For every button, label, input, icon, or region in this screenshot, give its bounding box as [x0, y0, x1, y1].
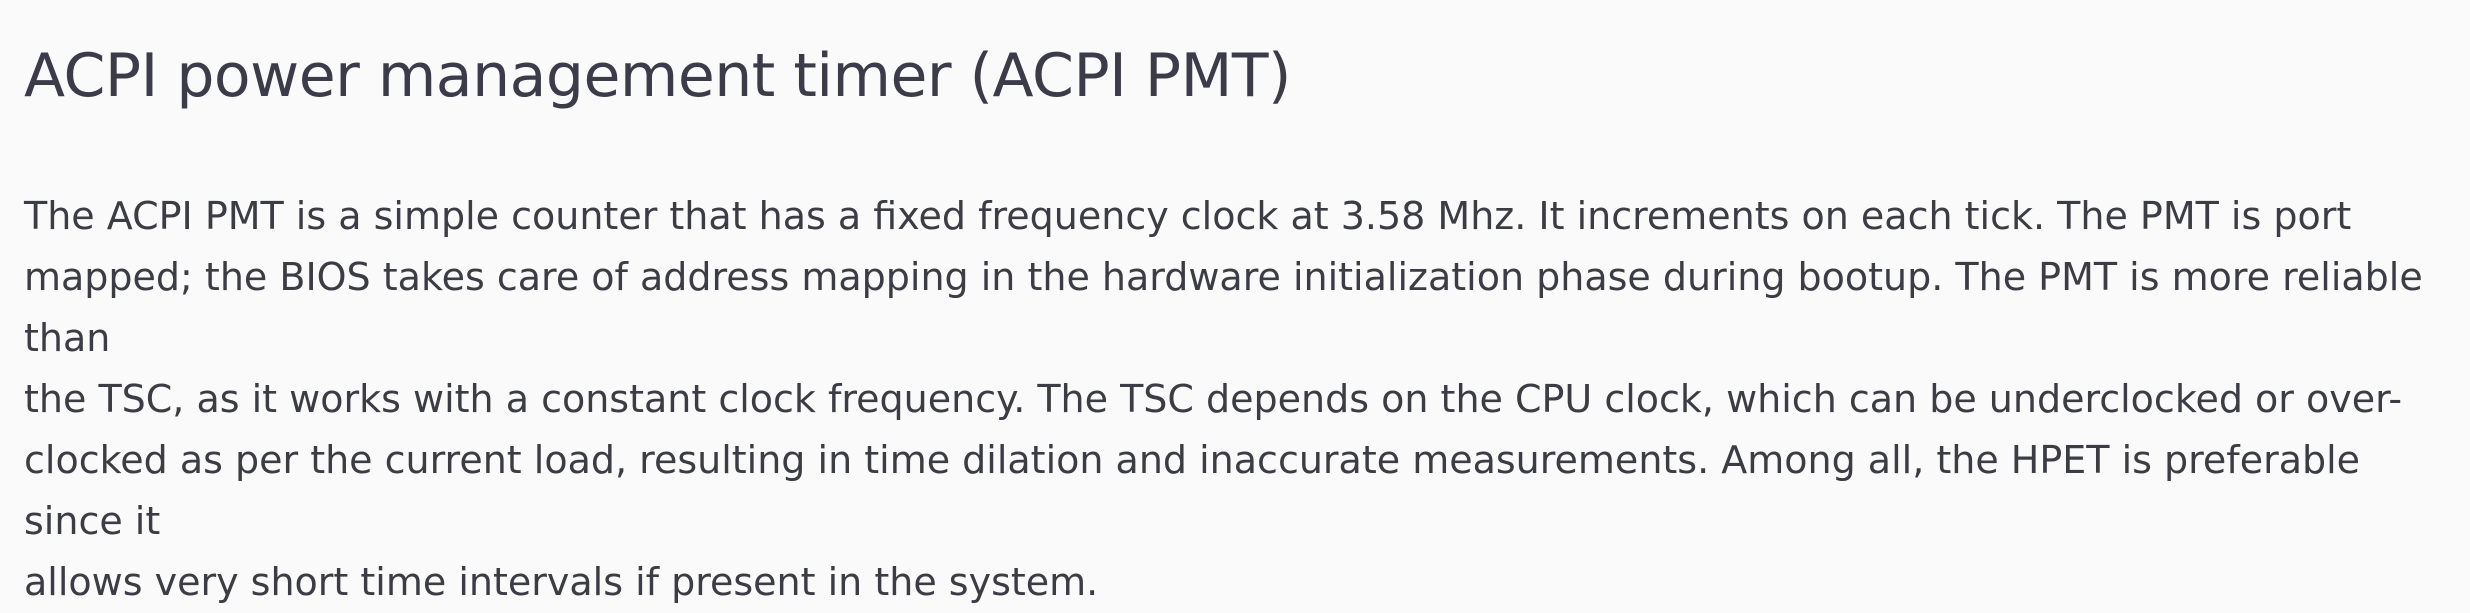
paragraph-line: clocked as per the current load, resulti… — [24, 438, 2361, 543]
paragraph-line: mapped; the BIOS takes care of address m… — [24, 255, 2423, 360]
paragraph-line: allows very short time intervals if pres… — [24, 560, 1099, 604]
section-heading: ACPI power management timer (ACPI PMT) — [24, 41, 1291, 111]
document-section: ACPI power management timer (ACPI PMT) T… — [24, 41, 2423, 604]
paragraph-line: The ACPI PMT is a simple counter that ha… — [24, 194, 2352, 238]
body-paragraph: The ACPI PMT is a simple counter that ha… — [24, 186, 2444, 613]
paragraph-line: the TSC, as it works with a constant clo… — [24, 377, 2403, 421]
